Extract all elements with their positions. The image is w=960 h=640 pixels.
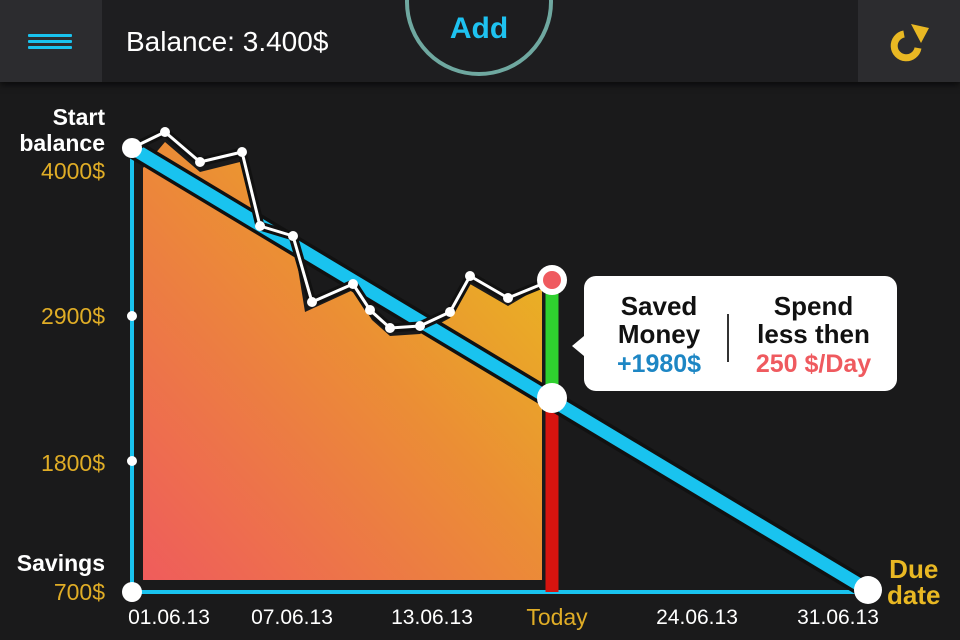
saved-money-title-2: Money <box>617 319 701 349</box>
y-tick-1800: 1800$ <box>41 450 105 476</box>
menu-button[interactable] <box>0 0 102 82</box>
saved-money-value: +1980$ <box>616 350 702 378</box>
savings-label: Savings <box>16 550 105 576</box>
start-balance-value: 4000$ <box>41 158 105 184</box>
spending-area <box>143 142 542 580</box>
y-tick-2900: 2900$ <box>41 303 105 329</box>
due-date-node[interactable] <box>854 576 882 604</box>
x-tick-label: 31.06.13 <box>797 606 879 629</box>
popup-divider <box>727 314 729 362</box>
x-tick-label: 01.06.13 <box>128 606 210 629</box>
today-plan-node[interactable] <box>537 383 567 413</box>
saved-money-section: Saved Money +1980$ <box>594 292 724 379</box>
x-tick-label: 13.06.13 <box>391 606 473 629</box>
refresh-icon <box>890 24 929 62</box>
summary-popup[interactable]: Saved Money +1980$ Spend less then 250 $… <box>572 276 897 391</box>
spend-title-1: Spend <box>773 291 854 321</box>
due-date-label: Due date <box>887 554 941 610</box>
saved-money-title-1: Saved <box>620 291 698 321</box>
savings-node[interactable] <box>122 582 142 602</box>
add-button-label: Add <box>449 12 509 45</box>
start-balance-node[interactable] <box>122 138 142 158</box>
start-balance-label: Start balance <box>19 104 105 156</box>
spend-limit-section: Spend less then 250 $/Day <box>736 292 891 379</box>
x-tick-label: 24.06.13 <box>656 606 738 629</box>
today-label: Today <box>526 604 588 630</box>
savings-value: 700$ <box>53 579 105 605</box>
balance-text: Balance: 3.400$ <box>126 26 329 57</box>
refresh-button[interactable] <box>858 0 960 82</box>
spend-limit-value: 250 $/Day <box>755 350 872 378</box>
spend-title-2: less then <box>757 319 870 349</box>
x-tick-label: 07.06.13 <box>251 606 333 629</box>
balance-points <box>160 127 513 333</box>
